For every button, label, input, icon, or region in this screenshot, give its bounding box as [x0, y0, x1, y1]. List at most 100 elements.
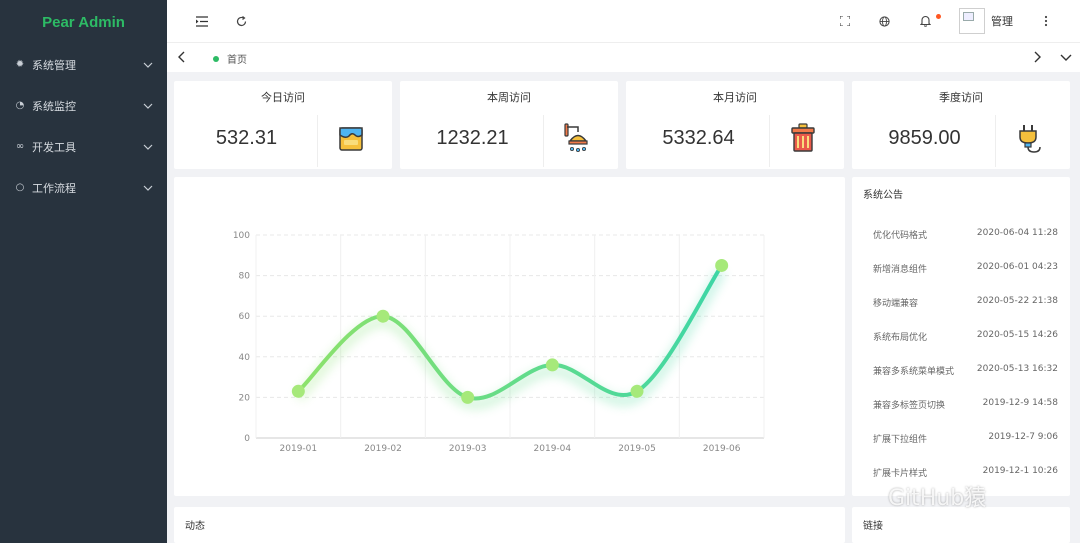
- notice-item[interactable]: 新增消息组件 2020-06-01 04:23: [873, 262, 1058, 276]
- avatar[interactable]: [959, 8, 985, 34]
- bell-icon[interactable]: [916, 12, 934, 30]
- sidebar-item-system-monitor[interactable]: ◔ 系统监控: [0, 85, 167, 126]
- menu-fold-icon[interactable]: [193, 12, 211, 30]
- fullscreen-icon[interactable]: [836, 12, 854, 30]
- chevron-down-icon[interactable]: [1059, 50, 1073, 64]
- y-tick-label: 40: [239, 353, 251, 363]
- divider: [995, 115, 996, 167]
- y-tick-label: 60: [239, 312, 251, 322]
- active-tab-dot: [213, 55, 219, 62]
- notice-item-date: 2019-12-1 10:26: [982, 466, 1058, 476]
- x-tick-label: 2019-05: [618, 444, 656, 454]
- data-point[interactable]: [545, 358, 559, 372]
- notice-item-date: 2020-05-13 16:32: [976, 364, 1058, 374]
- notice-item[interactable]: 移动端兼容 2020-05-22 21:38: [873, 296, 1058, 310]
- stat-card-week: 本周访问 1232.21: [400, 81, 618, 169]
- notice-item-date: 2020-05-22 21:38: [976, 296, 1058, 306]
- sidebar-item-dev-tools[interactable]: ∞ 开发工具: [0, 126, 167, 167]
- notice-item-date: 2019-12-7 9:06: [988, 432, 1058, 442]
- shower-icon: [564, 123, 588, 152]
- x-tick-label: 2019-02: [364, 444, 402, 454]
- sidebar: Pear Admin ✹ 系统管理 ◔ 系统监控 ∞ 开发工具 ○ 工作流程: [0, 0, 167, 543]
- notice-item-title: 扩展卡片样式: [873, 469, 928, 479]
- series-line: [296, 263, 724, 401]
- watermark-text: GitHub猿: [888, 486, 987, 511]
- more-vertical-icon[interactable]: [1037, 12, 1055, 30]
- y-tick-label: 20: [239, 393, 251, 403]
- notice-item-title: 兼容多系统菜单模式: [873, 367, 955, 377]
- notice-item[interactable]: 兼容多标签页切换 2019-12-9 14:58: [873, 398, 1058, 412]
- sidebar-item-system-management[interactable]: ✹ 系统管理: [0, 44, 167, 85]
- system-notice-panel: 系统公告 优化代码格式 2020-06-04 11:28 新增消息组件 2020-06…: [852, 177, 1070, 496]
- top-header: 管理: [167, 0, 1080, 42]
- notice-item-date: 2020-06-01 04:23: [976, 262, 1058, 272]
- username[interactable]: 管理: [991, 15, 1013, 28]
- y-tick-label: 100: [233, 231, 250, 241]
- stat-value: 532.31: [215, 127, 278, 149]
- plug-icon: [1019, 125, 1041, 153]
- links-title: 链接: [863, 521, 883, 532]
- x-tick-label: 2019-01: [280, 444, 318, 454]
- sidebar-item-label: 系统监控: [32, 99, 76, 113]
- tab-bar: 首页: [167, 42, 1080, 72]
- stat-value: 1232.21: [436, 127, 509, 149]
- globe-icon[interactable]: [875, 12, 893, 30]
- stat-title: 本周访问: [487, 91, 531, 104]
- sidebar-item-label: 开发工具: [32, 140, 76, 154]
- notice-item[interactable]: 系统布局优化 2020-05-15 14:26: [873, 330, 1058, 344]
- x-tick-label: 2019-04: [534, 444, 572, 454]
- stat-title: 季度访问: [939, 91, 983, 104]
- sidebar-item-workflow[interactable]: ○ 工作流程: [0, 167, 167, 208]
- stat-title: 本月访问: [713, 91, 757, 104]
- stat-value: 5332.64: [662, 127, 735, 149]
- notice-item-date: 2020-05-15 14:26: [976, 330, 1058, 340]
- divider: [769, 115, 770, 167]
- tab-home-label: 首页: [227, 55, 247, 66]
- notice-item[interactable]: 优化代码格式 2020-06-04 11:28: [873, 228, 1058, 242]
- activity-panel: 动态: [174, 507, 845, 543]
- notice-item-title: 优化代码格式: [873, 231, 928, 241]
- trash-can-icon: [791, 123, 815, 152]
- stat-card-month: 本月访问 5332.64: [626, 81, 844, 169]
- sidebar-item-label: 系统管理: [32, 58, 76, 72]
- x-tick-label: 2019-06: [703, 444, 741, 454]
- data-point[interactable]: [291, 384, 305, 398]
- dashboard-icon: ◔: [15, 100, 25, 111]
- notification-badge: [936, 14, 941, 19]
- gear-icon: ✹: [15, 59, 25, 70]
- divider: [543, 115, 544, 167]
- sidebar-item-label: 工作流程: [32, 181, 76, 195]
- notice-item-date: 2020-06-04 11:28: [976, 228, 1058, 238]
- paint-bucket-icon: [339, 127, 363, 151]
- stat-value: 9859.00: [888, 127, 961, 149]
- line-chart-svg: 0 20 40 60 80 100 2019-01 2019-02 2019-03 2019-04…: [233, 231, 765, 454]
- chevron-right-icon[interactable]: [1030, 50, 1044, 64]
- app-logo[interactable]: Pear Admin: [42, 13, 125, 31]
- y-tick-label: 0: [244, 434, 250, 444]
- notice-item[interactable]: 扩展下拉组件 2019-12-7 9:06: [873, 432, 1058, 446]
- data-point[interactable]: [630, 384, 644, 398]
- y-tick-label: 80: [239, 272, 251, 282]
- circle-icon: ○: [15, 182, 25, 193]
- notice-item-title: 系统布局优化: [873, 333, 928, 343]
- data-point[interactable]: [376, 309, 390, 323]
- chevron-left-icon[interactable]: [175, 50, 189, 64]
- visits-line-chart: 0 20 40 60 80 100 2019-01 2019-02 2019-03 2019-04…: [174, 177, 845, 496]
- activity-title: 动态: [185, 521, 205, 532]
- data-point[interactable]: [461, 390, 475, 404]
- notice-item[interactable]: 兼容多系统菜单模式 2020-05-13 16:32: [873, 364, 1058, 378]
- stat-card-quarter: 季度访问 9859.00: [852, 81, 1070, 169]
- infinity-icon: ∞: [15, 141, 25, 152]
- data-point[interactable]: [715, 258, 729, 272]
- notice-item-title: 扩展下拉组件: [873, 435, 928, 445]
- x-tick-label: 2019-03: [449, 444, 487, 454]
- chevron-down-icon: [143, 103, 153, 109]
- stat-card-today: 今日访问 532.31: [174, 81, 392, 169]
- chevron-down-icon: [143, 185, 153, 191]
- notice-item-date: 2019-12-9 14:58: [982, 398, 1058, 408]
- tab-home[interactable]: 首页: [213, 51, 247, 66]
- links-panel: 链接: [852, 507, 1070, 543]
- notice-item[interactable]: 扩展卡片样式 2019-12-1 10:26: [873, 466, 1058, 480]
- chevron-down-icon: [143, 144, 153, 150]
- refresh-icon[interactable]: [232, 12, 250, 30]
